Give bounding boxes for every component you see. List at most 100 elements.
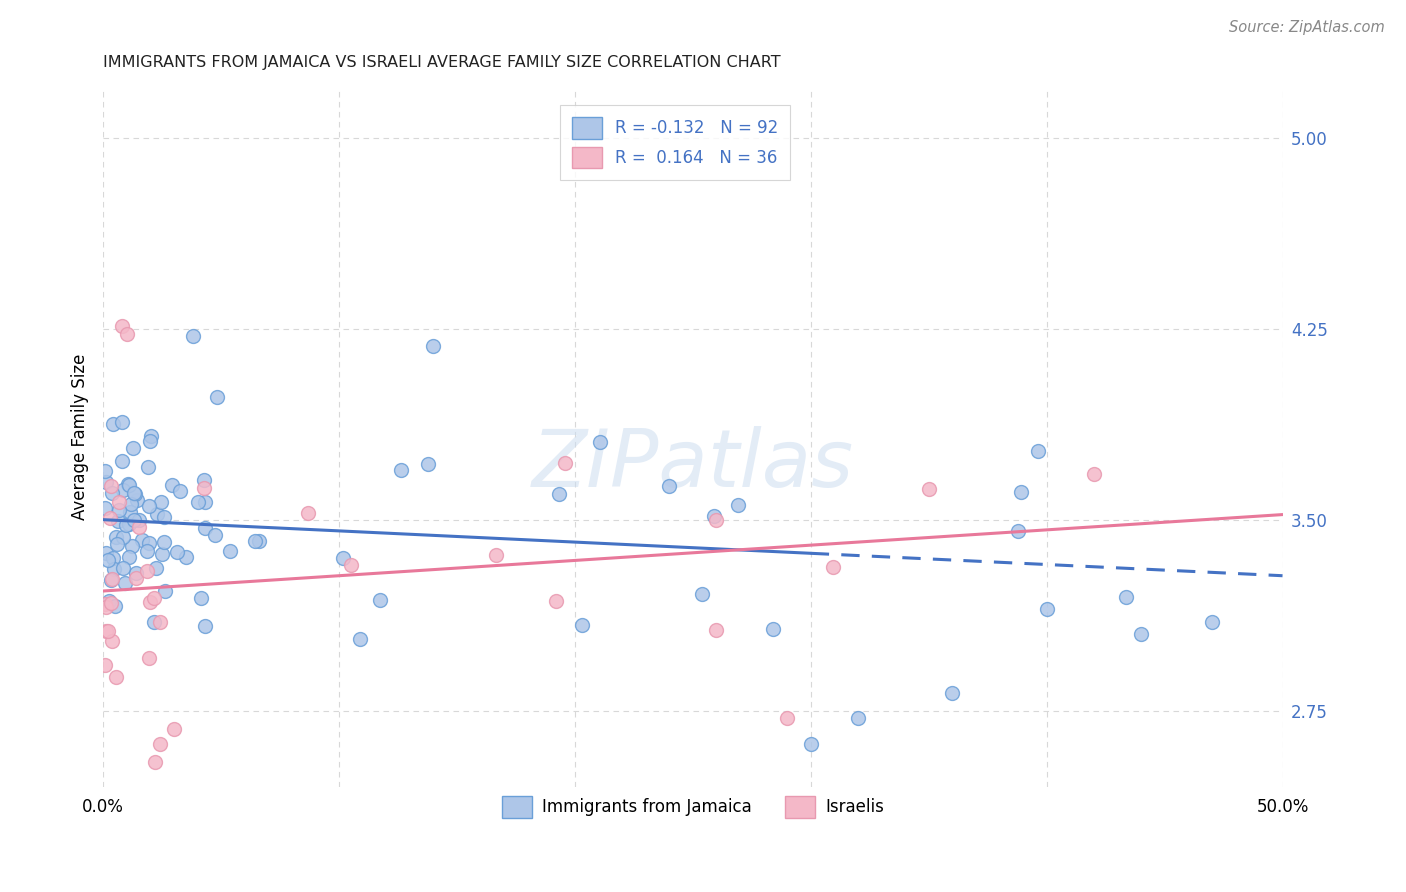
Point [98,594,121,608]
Point [297,506,319,520]
Point [98,511,121,525]
Point [143,755,166,769]
Point [97,624,120,638]
Point [112,483,135,497]
Point [187,495,209,509]
Point [131,533,153,548]
Point [247,533,270,548]
Point [149,494,172,508]
Point [128,520,150,534]
Point [193,482,215,496]
Point [96,624,118,639]
Text: ZIPatlas: ZIPatlas [531,425,853,504]
Point [108,495,131,509]
Point [727,498,749,512]
Point [122,513,145,527]
Point [690,587,713,601]
Point [776,711,799,725]
Point [100,596,122,610]
Point [96,546,118,560]
Point [118,549,141,564]
Point [332,550,354,565]
Point [1083,467,1105,481]
Point [1010,485,1032,500]
Point [94,464,117,478]
Point [704,623,727,637]
Point [166,545,188,559]
Point [153,535,176,549]
Point [94,475,117,489]
Point [101,417,124,431]
Point [190,591,212,606]
Point [589,435,612,450]
Point [571,618,593,632]
Point [97,552,120,566]
Point [181,329,204,343]
Point [422,339,444,353]
Point [105,530,128,544]
Point [110,416,132,430]
Point [118,478,141,492]
Point [141,429,163,443]
Point [219,544,242,558]
Point [125,571,148,585]
Point [122,486,145,500]
Point [100,479,122,493]
Point [105,537,128,551]
Point [243,534,266,549]
Point [104,599,127,614]
Point [153,510,176,524]
Point [368,592,391,607]
Point [418,458,440,472]
Point [205,390,228,404]
Point [103,550,125,565]
Point [120,497,142,511]
Point [1201,615,1223,629]
Point [118,505,141,519]
Point [193,473,215,487]
Point [142,591,165,605]
Point [485,548,508,562]
Point [1028,443,1050,458]
Point [146,508,169,522]
Point [1130,627,1153,641]
Point [169,483,191,498]
Point [100,574,122,588]
Point [340,558,363,572]
Point [1007,524,1029,538]
Point [194,494,217,508]
Point [143,615,166,629]
Point [103,561,125,575]
Point [128,513,150,527]
Point [139,434,162,449]
Point [658,479,681,493]
Point [138,536,160,550]
Point [121,540,143,554]
Point [138,595,160,609]
Point [118,516,141,531]
Point [94,657,117,672]
Point [124,486,146,500]
Point [136,564,159,578]
Point [150,547,173,561]
Point [547,487,569,501]
Point [145,561,167,575]
Point [111,319,134,334]
Point [94,597,117,611]
Point [136,543,159,558]
Point [800,737,823,751]
Point [546,594,568,608]
Point [823,560,845,574]
Point [846,711,869,725]
Point [108,503,131,517]
Point [704,513,727,527]
Point [125,493,148,508]
Point [121,441,143,455]
Point [194,521,217,535]
Point [115,326,138,341]
Point [163,722,186,736]
Point [94,501,117,516]
Point [554,456,576,470]
Point [918,482,941,496]
Point [100,485,122,500]
